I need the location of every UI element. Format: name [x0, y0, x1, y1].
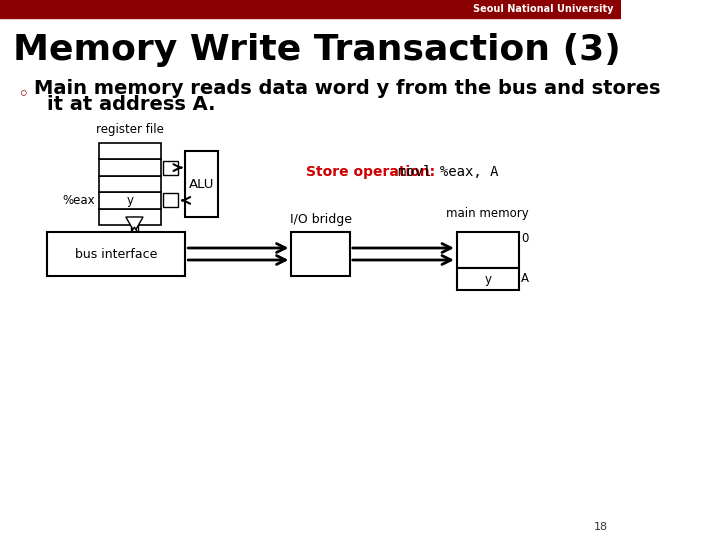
Polygon shape [126, 217, 143, 232]
Bar [0, 0, 621, 18]
Text: y: y [485, 273, 491, 286]
Text: y: y [127, 194, 134, 207]
Bar [130, 217, 138, 242]
Bar [163, 160, 179, 174]
Text: Seoul National University: Seoul National University [473, 4, 613, 14]
Text: 18: 18 [593, 522, 608, 532]
Bar [185, 151, 218, 217]
Bar [99, 176, 161, 192]
Text: I/O bridge: I/O bridge [289, 213, 351, 226]
Bar [99, 192, 161, 208]
Bar [456, 268, 519, 290]
Text: %eax: %eax [62, 194, 95, 207]
Text: ◦: ◦ [17, 85, 29, 105]
Polygon shape [126, 227, 143, 242]
Text: Store operation:: Store operation: [306, 165, 435, 179]
Bar [163, 193, 179, 207]
Text: A: A [521, 273, 529, 286]
Text: ALU: ALU [189, 178, 215, 191]
Bar [292, 232, 350, 276]
Bar [99, 159, 161, 176]
Text: 0: 0 [521, 232, 528, 245]
Text: movl %eax, A: movl %eax, A [398, 165, 499, 179]
Text: it at address A.: it at address A. [47, 94, 215, 113]
Text: main memory: main memory [446, 207, 529, 220]
Text: bus interface: bus interface [75, 247, 158, 260]
Bar [99, 143, 161, 159]
Text: Memory Write Transaction (3): Memory Write Transaction (3) [13, 33, 621, 67]
Bar [99, 208, 161, 225]
Bar [456, 232, 519, 268]
Bar [48, 232, 185, 276]
Text: register file: register file [96, 123, 164, 136]
Text: Main memory reads data word y from the bus and stores: Main memory reads data word y from the b… [35, 79, 661, 98]
